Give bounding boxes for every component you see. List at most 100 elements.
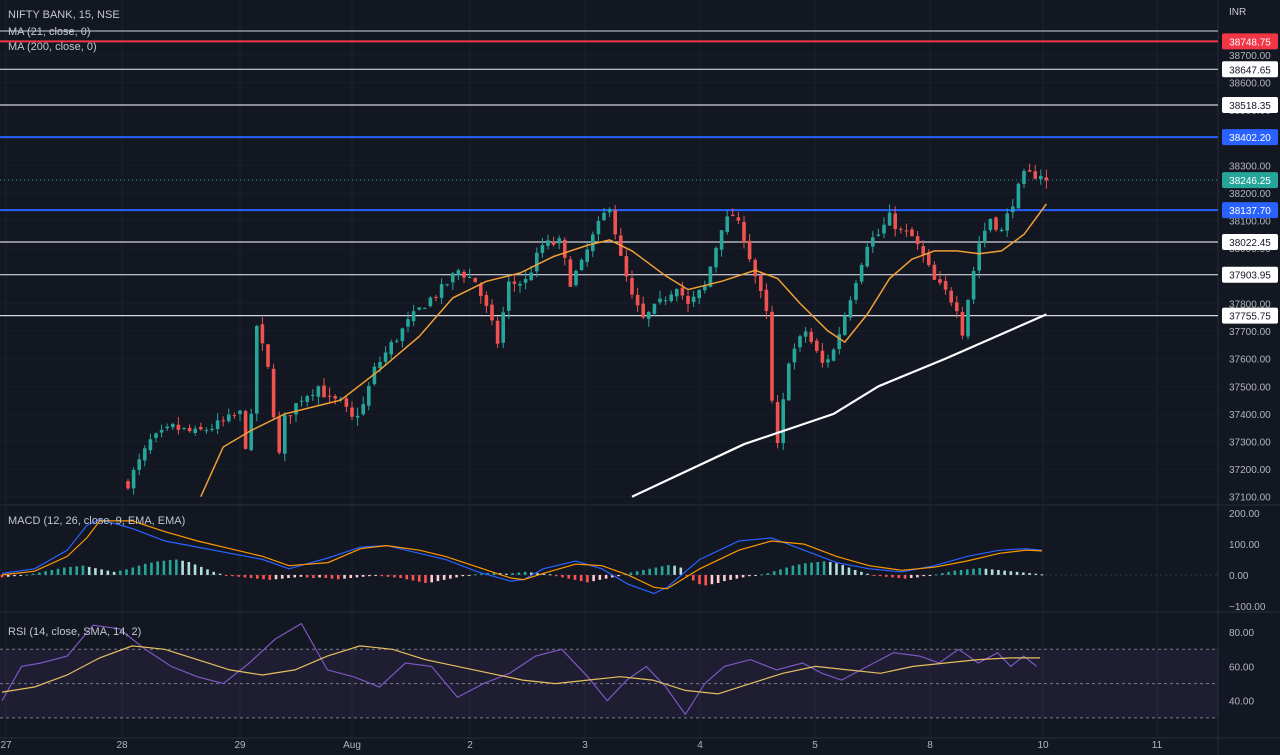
candle-body xyxy=(607,209,612,213)
candle-body xyxy=(339,398,343,400)
candle-body xyxy=(171,423,175,428)
macd-histogram-bar xyxy=(729,574,732,580)
candle-body xyxy=(686,295,690,304)
macd-histogram-bar xyxy=(56,568,60,575)
candle-body xyxy=(372,366,377,385)
ma21-legend[interactable]: MA (21, close, 0) xyxy=(8,26,91,38)
macd-signal-line xyxy=(1,520,1043,590)
macd-histogram-bar xyxy=(131,567,135,575)
macd-y-tick-2: 0.00 xyxy=(1229,571,1249,582)
macd-histogram-bar xyxy=(125,569,128,575)
macd-histogram-bar xyxy=(635,571,639,575)
candle-body xyxy=(428,297,433,307)
symbol-legend[interactable]: NIFTY BANK, 15, NSE xyxy=(8,9,120,21)
level-tag-text: 38402.20 xyxy=(1229,133,1271,144)
macd-histogram-bar xyxy=(866,573,869,575)
macd-histogram-bar xyxy=(237,574,240,577)
candle-body xyxy=(943,281,948,290)
macd-histogram-bar xyxy=(336,574,340,580)
candle-body xyxy=(960,311,965,336)
macd-histogram-bar xyxy=(760,574,764,576)
candle-body xyxy=(355,415,360,418)
candle-body xyxy=(882,224,886,234)
candle-body xyxy=(529,272,533,281)
candle-body xyxy=(652,303,657,314)
x-tick-label: 27 xyxy=(0,740,12,751)
candle-body xyxy=(165,426,169,429)
macd-histogram-bar xyxy=(249,574,253,579)
candle-body xyxy=(305,396,309,402)
macd-histogram-bar xyxy=(50,570,54,575)
macd-histogram-bar xyxy=(442,574,446,580)
candle-body xyxy=(770,311,774,401)
level-tag-38137.70 xyxy=(1222,202,1278,219)
ma21-label: MA (21, close, 0) xyxy=(8,26,91,38)
candle-body xyxy=(154,433,158,439)
macd-histogram-bar xyxy=(766,573,770,575)
macd-histogram-bar xyxy=(162,560,166,575)
macd-histogram-bar xyxy=(860,571,863,575)
macd-histogram-bar xyxy=(424,574,427,583)
currency-label-wrap: INR xyxy=(1229,7,1246,18)
macd-histogram-bar xyxy=(1003,570,1006,575)
level-tag-38518.35 xyxy=(1222,97,1278,114)
rsi-legend[interactable]: RSI (14, close, SMA, 14, 2) xyxy=(8,626,141,638)
macd-histogram-bar xyxy=(168,560,172,575)
candle-body xyxy=(854,283,858,300)
macd-histogram-bar xyxy=(984,568,988,575)
ma200-legend[interactable]: MA (200, close, 0) xyxy=(8,41,97,53)
candle-body xyxy=(703,285,707,291)
y-tick-label: 37100.00 xyxy=(1229,493,1271,504)
macd-histogram-bar xyxy=(536,573,539,575)
y-tick-label: 38700.00 xyxy=(1229,51,1271,62)
macd-legend[interactable]: MACD (12, 26, close, 9, EMA, EMA) xyxy=(8,515,185,527)
candle-body xyxy=(367,386,371,406)
price-labels: 38748.75 38647.65 38518.35 38402.20 38137.70… xyxy=(1222,33,1278,324)
macd-histogram-bar xyxy=(909,574,913,579)
candle-body xyxy=(764,289,769,311)
candle-body xyxy=(1011,206,1015,213)
macd-histogram-bar xyxy=(492,572,496,575)
macd-panel xyxy=(0,518,1218,595)
candle-body xyxy=(311,394,315,396)
candle-body xyxy=(322,385,326,398)
y-tick-label: 38100.00 xyxy=(1229,217,1271,228)
x-tick-label: 28 xyxy=(116,740,128,751)
macd-histogram-bar xyxy=(1022,572,1025,575)
macd-histogram-bar xyxy=(324,574,328,579)
candle-body xyxy=(759,275,763,292)
macd-histogram-bar xyxy=(710,574,714,585)
macd-histogram-bar xyxy=(156,561,159,575)
candle-body xyxy=(243,410,248,449)
macd-histogram-bar xyxy=(685,574,689,577)
macd-histogram-bar xyxy=(704,574,708,586)
macd-histogram-bar xyxy=(673,565,676,575)
candle-body xyxy=(294,403,298,415)
candle-body xyxy=(775,402,780,443)
candle-body xyxy=(1027,170,1032,172)
macd-histogram-bar xyxy=(741,574,745,578)
candle-body xyxy=(988,218,993,231)
macd-histogram-bar xyxy=(318,574,321,578)
candle-body xyxy=(792,348,797,363)
macd-histogram-bar xyxy=(449,574,452,579)
macd-histogram-bar xyxy=(947,571,950,575)
candle-body xyxy=(815,340,819,351)
rsi-line xyxy=(1,622,1038,716)
macd-histogram-bar xyxy=(903,574,907,579)
macd-histogram-bar xyxy=(368,574,371,577)
macd-histogram-bar xyxy=(586,574,589,583)
y-tick-label: 37400.00 xyxy=(1229,410,1271,421)
candle-body xyxy=(635,294,640,306)
macd-histogram-bar xyxy=(592,574,595,582)
macd-histogram-bar xyxy=(143,563,147,575)
candle-body xyxy=(641,303,645,318)
candle-body xyxy=(999,229,1004,232)
x-tick-label: Aug xyxy=(343,740,361,751)
candle-body xyxy=(479,283,483,297)
candle-body xyxy=(585,249,589,262)
y-tick-label: 37200.00 xyxy=(1229,465,1271,476)
x-tick-label: 11 xyxy=(1152,740,1163,751)
candle-body xyxy=(624,256,629,277)
